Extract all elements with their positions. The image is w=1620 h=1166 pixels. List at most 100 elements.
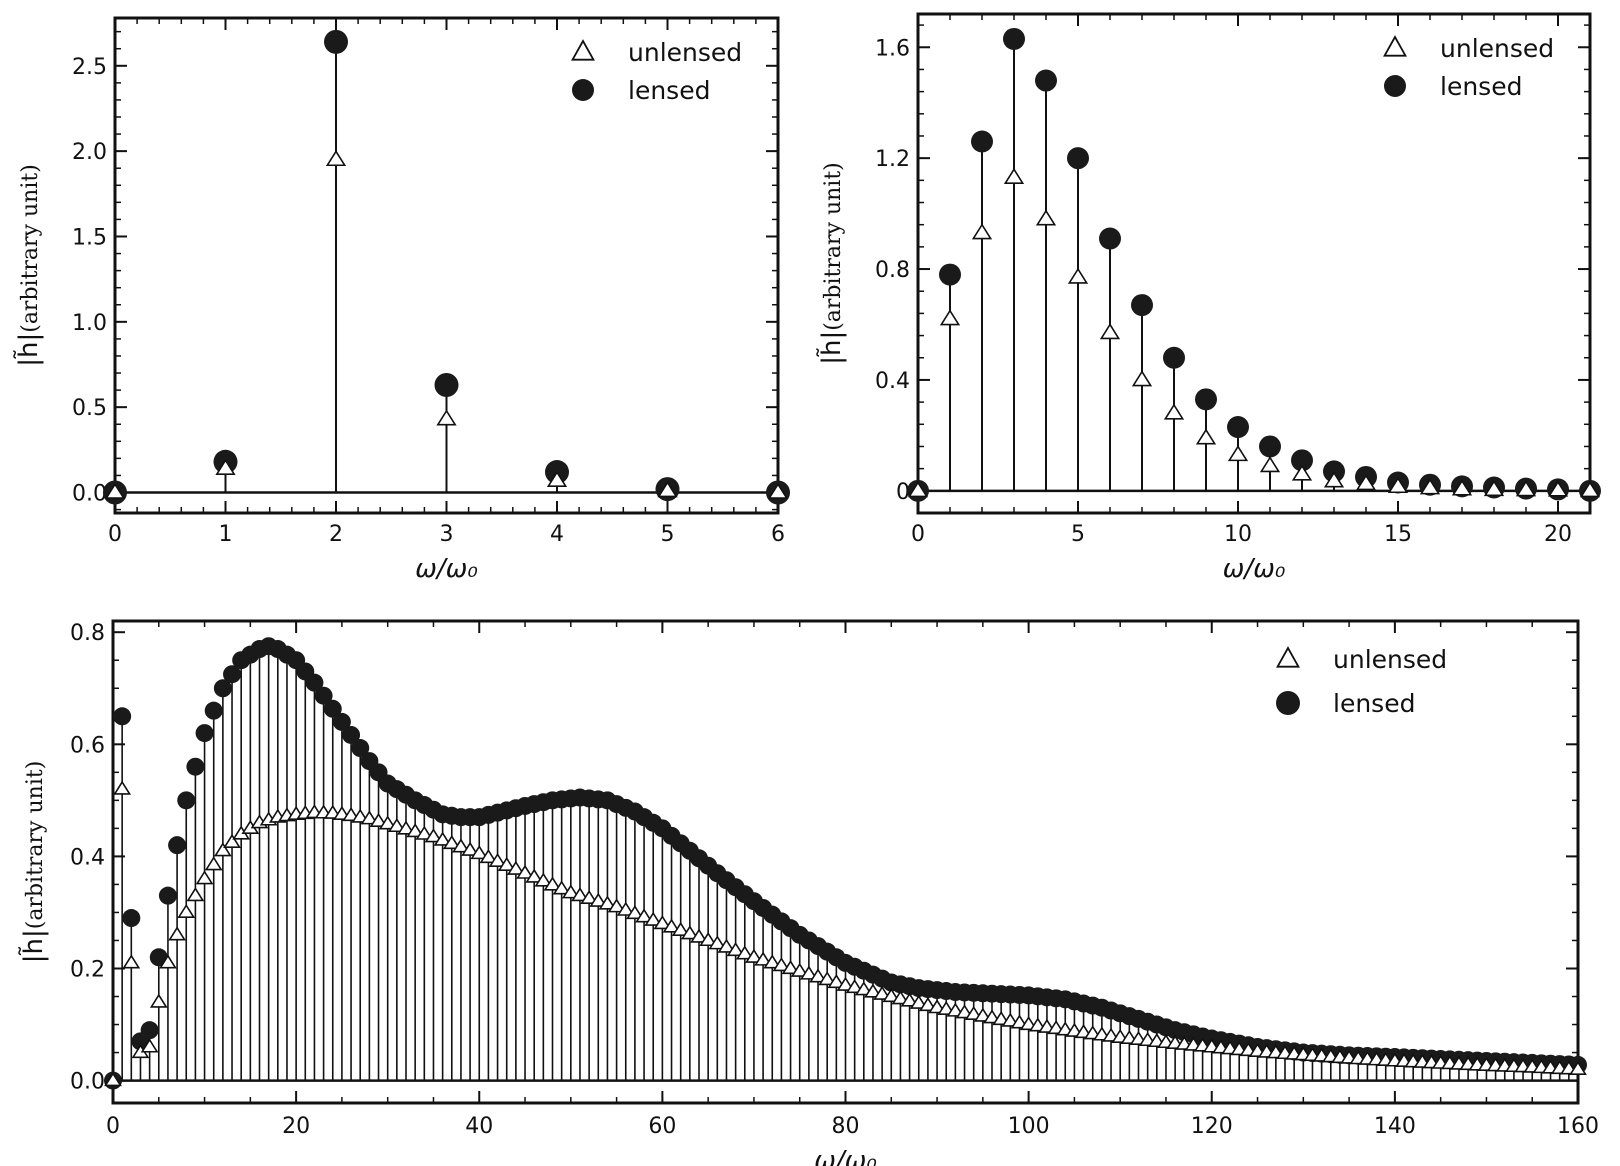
unlensed-point bbox=[470, 845, 489, 860]
y-tick-label: 1.2 bbox=[875, 147, 910, 172]
unlensed-point bbox=[1515, 480, 1537, 497]
unlensed-point bbox=[1569, 1060, 1587, 1075]
unlensed-point bbox=[882, 987, 901, 1003]
y-axis-label-unit: (arbitrary unit) bbox=[18, 164, 43, 333]
unlensed-point bbox=[589, 892, 608, 907]
unlensed-point bbox=[488, 852, 507, 868]
unlensed-point bbox=[580, 889, 599, 905]
lensed-point bbox=[1195, 388, 1217, 411]
unlensed-point bbox=[571, 887, 589, 902]
y-axis-label-unit: (arbitrary unit) bbox=[23, 761, 48, 930]
lensed-point bbox=[1227, 416, 1249, 439]
lensed-point bbox=[122, 909, 141, 928]
unlensed-point bbox=[397, 820, 415, 835]
lensed-point bbox=[971, 130, 993, 153]
y-tick-label: 0.0 bbox=[70, 1070, 105, 1095]
unlensed-point bbox=[873, 985, 892, 1000]
unlensed-point bbox=[626, 904, 644, 920]
unlensed-point bbox=[1579, 481, 1601, 498]
lensed-point bbox=[332, 712, 351, 731]
y-axis-label-main: |h̃| bbox=[17, 929, 49, 963]
unlensed-point bbox=[653, 915, 672, 930]
x-tick-label: 80 bbox=[832, 1114, 860, 1139]
unlensed-point bbox=[598, 895, 617, 910]
unlensed-point bbox=[690, 928, 708, 943]
x-tick-label: 5 bbox=[661, 522, 675, 547]
unlensed-point bbox=[552, 880, 571, 895]
legend-label-unlensed: unlensed bbox=[1440, 34, 1554, 63]
lensed-point bbox=[168, 836, 187, 855]
unlensed-point bbox=[424, 828, 443, 843]
unlensed-point bbox=[387, 817, 406, 833]
x-tick-label: 20 bbox=[282, 1114, 310, 1139]
x-tick-label: 3 bbox=[440, 522, 454, 547]
chart-top-left: 0 1 2 3 4 5 6 0.0 0.5 1.0 1.5 2.0 2.5 unlensed lensed ω… bbox=[12, 16, 790, 584]
lensed-point bbox=[1003, 27, 1025, 50]
lensed-point bbox=[1259, 435, 1281, 458]
unlensed-point bbox=[369, 812, 388, 827]
unlensed-point bbox=[607, 898, 626, 913]
lensed-point bbox=[939, 263, 961, 286]
unlensed-point bbox=[1323, 471, 1345, 488]
unlensed-point bbox=[699, 931, 718, 947]
lensed-point bbox=[1067, 147, 1089, 170]
unlensed-point bbox=[159, 954, 177, 969]
unlensed-point bbox=[213, 842, 232, 857]
legend-circle-icon bbox=[1384, 75, 1406, 97]
unlensed-point bbox=[767, 482, 789, 499]
y-tick-label: 0.8 bbox=[875, 258, 910, 283]
unlensed-point bbox=[433, 831, 452, 846]
x-tick-label: 140 bbox=[1374, 1114, 1416, 1139]
x-tick-label: 0 bbox=[911, 522, 925, 547]
x-tick-label: 4 bbox=[550, 522, 564, 547]
unlensed-point bbox=[1067, 267, 1089, 284]
unlensed-point bbox=[436, 409, 457, 426]
unlensed-point bbox=[680, 925, 699, 940]
y-axis-label-main: |h̃| bbox=[815, 331, 847, 365]
unlensed-point bbox=[1163, 403, 1185, 420]
lensed-point bbox=[1131, 294, 1153, 317]
y-tick-label: 2.0 bbox=[72, 140, 107, 165]
unlensed-point bbox=[452, 838, 470, 853]
lensed-point bbox=[158, 886, 177, 905]
y-tick-label: 1.5 bbox=[72, 225, 107, 250]
unlensed-point bbox=[534, 872, 553, 887]
unlensed-point bbox=[1483, 479, 1505, 497]
unlensed-point bbox=[790, 962, 809, 977]
x-tick-label: 0 bbox=[108, 522, 122, 547]
unlensed-point bbox=[1131, 370, 1153, 387]
x-axis-label: ω/ω₀ bbox=[814, 1146, 877, 1166]
lensed-point bbox=[213, 679, 232, 698]
unlensed-point bbox=[149, 993, 168, 1008]
legend: unlensed lensed bbox=[571, 38, 742, 105]
unlensed-point bbox=[442, 834, 461, 850]
x-tick-label: 10 bbox=[1224, 522, 1252, 547]
unlensed-point bbox=[1387, 476, 1409, 494]
unlensed-point bbox=[671, 921, 690, 936]
y-axis-label: |h̃|(arbitrary unit) bbox=[12, 164, 44, 367]
x-axis-label: ω/ω₀ bbox=[415, 554, 478, 584]
x-tick-label: 5 bbox=[1071, 522, 1085, 547]
unlensed-point bbox=[360, 810, 379, 825]
unlensed-point bbox=[1355, 474, 1377, 491]
y-tick-label: 0.2 bbox=[70, 957, 105, 982]
lensed-point bbox=[351, 739, 370, 758]
y-axis-label-main: |h̃| bbox=[12, 333, 44, 367]
y-tick-label: 0 bbox=[896, 480, 910, 505]
lensed-point bbox=[1035, 69, 1057, 92]
chart-top-right: 0 5 10 15 20 0 0.4 0.8 1.2 1.6 unlensed lensed ω/ω₀ |… bbox=[815, 12, 1601, 584]
unlensed-point bbox=[1099, 323, 1121, 340]
unlensed-point bbox=[543, 876, 562, 891]
unlensed-point bbox=[168, 926, 186, 941]
unlensed-point bbox=[204, 856, 223, 871]
unlensed-point bbox=[907, 481, 929, 498]
unlensed-point bbox=[900, 992, 919, 1007]
x-tick-label: 6 bbox=[771, 522, 785, 547]
unlensed-point bbox=[525, 868, 544, 883]
unlensed-point bbox=[186, 887, 205, 902]
legend-triangle-icon bbox=[1383, 35, 1407, 57]
y-tick-label: 2.5 bbox=[72, 55, 107, 80]
unlensed-point bbox=[223, 833, 241, 848]
lensed-point bbox=[113, 707, 132, 726]
